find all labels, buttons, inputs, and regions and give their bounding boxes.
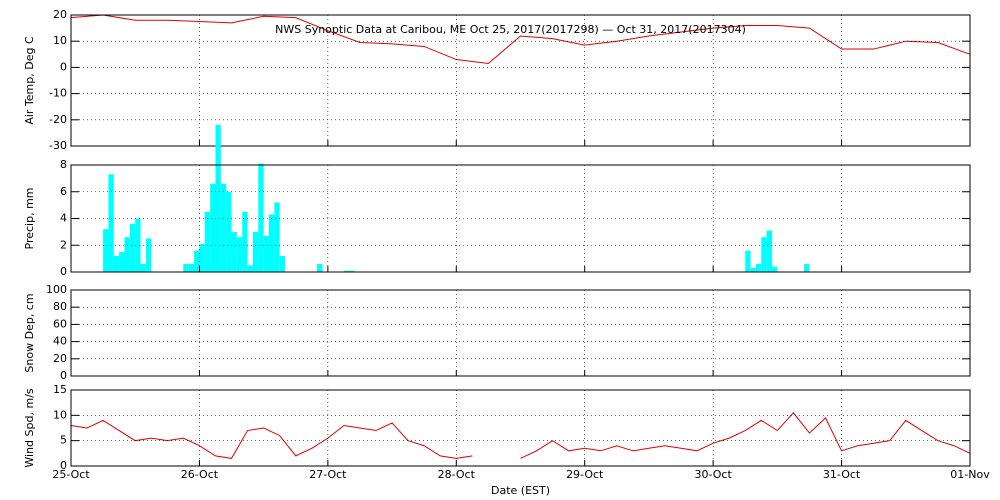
x-tick-label: 26-Oct [181, 468, 219, 481]
precip-bar [236, 237, 243, 272]
precip-bar [135, 218, 141, 272]
data-line [70, 412, 971, 459]
precip-bar [247, 265, 253, 272]
y-tick-label: 2 [60, 238, 67, 251]
x-tick-label: 28-Oct [438, 468, 476, 481]
y-tick-label: 10 [53, 34, 67, 47]
precip-bar [750, 267, 756, 272]
precip-bar [129, 223, 136, 272]
precip-bar [113, 255, 120, 272]
precip-bar [274, 202, 280, 272]
precip-bar [755, 263, 762, 272]
precip-bar [231, 231, 237, 272]
precip-bar [745, 250, 751, 272]
y-axis-label: Air Temp, Deg C [23, 36, 36, 125]
precip-bar [220, 183, 227, 272]
y-tick-label: 80 [53, 300, 67, 313]
y-tick-label: 5 [60, 434, 67, 447]
y-tick-label: 100 [46, 283, 67, 296]
precip-bar [268, 214, 275, 272]
x-tick-label: 01-Nov [950, 468, 990, 481]
y-tick-label: 60 [53, 317, 67, 330]
precip-bar [204, 211, 211, 272]
y-tick-label: 40 [53, 335, 67, 348]
y-tick-label: 8 [60, 158, 67, 171]
precip-bar [279, 255, 286, 272]
precip-bar [119, 251, 125, 272]
y-tick-label: 10 [53, 408, 67, 421]
precip-bar [252, 231, 259, 272]
precip-bar [766, 230, 773, 272]
precip-bar [761, 237, 767, 272]
precip-bar [183, 263, 189, 272]
precip-bar [103, 229, 109, 272]
precip-bar [124, 237, 130, 272]
precip-bar [349, 270, 355, 272]
precip-bar [210, 183, 216, 272]
y-tick-label: 4 [60, 212, 67, 225]
y-axis-label: Precip, mm [23, 188, 36, 250]
precip-bar [108, 174, 114, 272]
y-tick-label: 20 [53, 352, 67, 365]
precip-bar [317, 263, 323, 272]
y-tick-label: 0 [60, 459, 67, 472]
y-tick-label: 20 [53, 8, 67, 21]
y-tick-label: 15 [53, 383, 67, 396]
precip-bar [226, 191, 232, 272]
data-line [70, 14, 971, 64]
y-tick-label: -30 [49, 139, 67, 152]
y-tick-label: -10 [49, 87, 67, 100]
precip-bar [804, 263, 810, 272]
y-axis-label: Snow Dep, cm [23, 293, 36, 372]
x-tick-label: 27-Oct [309, 468, 347, 481]
y-tick-label: 0 [60, 265, 67, 278]
precip-bar [263, 235, 269, 272]
precip-bar [145, 238, 152, 272]
x-tick-label: 25-Oct [52, 468, 90, 481]
y-tick-label: 0 [60, 369, 67, 382]
x-tick-label: 29-Oct [566, 468, 604, 481]
precip-bar [188, 263, 195, 272]
panel-frame [70, 14, 971, 147]
panel-frame [70, 389, 971, 467]
chart-title: NWS Synoptic Data at Caribou, ME Oct 25,… [275, 23, 746, 36]
y-tick-label: -20 [49, 113, 67, 126]
precip-bar [343, 270, 350, 272]
panel-frame [70, 289, 971, 377]
precip-bar [242, 211, 248, 272]
precip-bar [772, 266, 778, 272]
y-tick-label: 0 [60, 60, 67, 73]
x-tick-label: 30-Oct [694, 468, 732, 481]
y-tick-label: 6 [60, 185, 67, 198]
precip-bar [140, 263, 146, 272]
x-tick-label: 31-Oct [823, 468, 861, 481]
y-axis-label: Wind Spd, m/s [23, 388, 36, 468]
precip-bar [199, 243, 205, 272]
precip-bar [215, 124, 221, 272]
precip-bar [258, 163, 264, 272]
precip-bar [194, 250, 200, 272]
x-axis-label: Date (EST) [491, 484, 550, 497]
